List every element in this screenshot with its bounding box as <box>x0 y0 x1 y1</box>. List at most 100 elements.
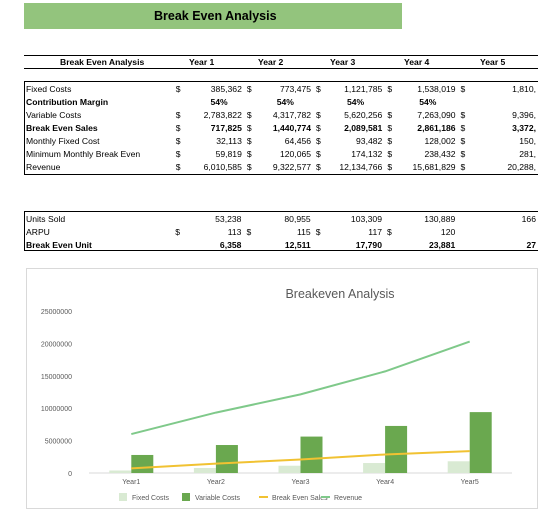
currency-symbol: $ <box>175 122 181 133</box>
table-row: Units Sold 53,238 80,955 103,309 130,889 166 <box>24 212 538 225</box>
row-label: Monthly Fixed Cost <box>26 135 100 146</box>
cell-value <box>471 95 538 108</box>
header-year-4: Year 4 <box>404 57 430 67</box>
cell-value: 773,475 <box>279 83 312 94</box>
cell-value: 130,889 <box>424 213 456 224</box>
cell-value: 281, <box>519 148 536 159</box>
y-tick-label: 0 <box>68 471 72 478</box>
legend-label: Variable Costs <box>195 495 241 502</box>
currency-symbol: $ <box>175 109 181 120</box>
cell-value: 2,783,822 <box>203 109 242 120</box>
cell-value: 1,121,785 <box>344 83 383 94</box>
currency-symbol: $ <box>175 161 181 172</box>
row-label: Variable Costs <box>26 109 82 120</box>
currency-symbol: $ <box>387 122 393 133</box>
cell-value: 54% <box>346 96 365 107</box>
cell-value: 115 <box>296 226 311 237</box>
header-year-3: Year 3 <box>330 57 356 67</box>
bar-variable-costs <box>469 412 492 473</box>
row-label: Contribution Margin <box>26 96 109 107</box>
cell-value: 1,538,019 <box>417 83 456 94</box>
breakeven-chart-svg: Breakeven Analysis 25000000 20000000 150000… <box>41 287 512 502</box>
bar-fixed-costs <box>278 465 301 473</box>
cell-value: 7,263,090 <box>417 109 456 120</box>
currency-symbol: $ <box>246 135 252 146</box>
currency-symbol: $ <box>460 109 466 120</box>
cell-value: 59,819 <box>215 148 242 159</box>
line-break-even-sales <box>131 450 470 470</box>
cell-value: 64,456 <box>284 135 312 146</box>
currency-symbol: $ <box>316 161 321 172</box>
break-even-table: Fixed Costs $385,362 $773,475 $1,121,785 $1,… <box>24 82 538 173</box>
units-table-box <box>24 211 538 251</box>
cell-value: 6,010,585 <box>203 161 242 172</box>
cell-value: 17,790 <box>355 239 382 250</box>
y-tick-label: 5000000 <box>45 439 72 446</box>
header-year-2: Year 2 <box>258 57 284 67</box>
currency-symbol: $ <box>316 122 321 133</box>
currency-symbol: $ <box>175 83 181 94</box>
row-label: Fixed Costs <box>26 83 72 94</box>
table-row: Variable Costs $2,783,822 $4,317,782 $5,620… <box>24 108 538 121</box>
currency-symbol <box>243 212 257 225</box>
breakeven-chart: Breakeven Analysis 25000000 20000000 150000… <box>26 268 538 509</box>
cell-value: 128,002 <box>424 135 456 146</box>
cell-value: 93,482 <box>356 135 383 146</box>
currency-symbol: $ <box>387 226 392 237</box>
cell-value: 27 <box>526 239 536 250</box>
cell-value <box>471 225 538 238</box>
currency-symbol: $ <box>175 148 181 159</box>
currency-symbol <box>244 95 258 108</box>
currency-symbol <box>457 238 471 251</box>
currency-symbol: $ <box>387 109 393 120</box>
currency-symbol: $ <box>246 83 252 94</box>
cell-value: 20,288, <box>507 161 536 172</box>
y-tick-label: 10000000 <box>41 406 72 413</box>
currency-symbol <box>313 95 327 108</box>
cell-value: 15,681,829 <box>412 161 456 172</box>
currency-symbol <box>457 225 471 238</box>
currency-symbol: $ <box>460 122 466 133</box>
chart-title: Breakeven Analysis <box>285 287 394 301</box>
cell-value: 3,372, <box>512 122 536 133</box>
line-revenue <box>131 340 471 436</box>
units-table: Units Sold 53,238 80,955 103,309 130,889 166 A… <box>24 212 538 251</box>
currency-symbol: $ <box>460 161 466 172</box>
cell-value: 54% <box>419 96 437 107</box>
currency-symbol: $ <box>387 135 393 146</box>
header-label: Break Even Analysis <box>60 57 145 67</box>
currency-symbol <box>313 212 327 225</box>
row-label: ARPU <box>26 226 50 237</box>
cell-value: 117 <box>368 226 382 237</box>
cell-value: 4,317,782 <box>272 109 312 120</box>
cell-value: 53,238 <box>215 213 242 224</box>
cell-value: 238,432 <box>424 148 456 159</box>
y-tick-label: 15000000 <box>41 374 72 381</box>
currency-symbol <box>384 95 398 108</box>
x-tick-label: Year3 <box>291 479 309 486</box>
currency-symbol: $ <box>387 83 393 94</box>
table-row: Revenue $6,010,585 $9,322,577 $12,134,766 $1… <box>24 160 538 173</box>
currency-symbol <box>173 95 194 108</box>
currency-symbol <box>243 238 257 251</box>
table-row: Fixed Costs $385,362 $773,475 $1,121,785 $1,… <box>24 82 538 95</box>
currency-symbol: $ <box>460 148 466 159</box>
currency-symbol <box>172 212 194 225</box>
currency-symbol: $ <box>460 83 466 94</box>
row-label: Revenue <box>26 161 61 172</box>
currency-symbol: $ <box>175 135 181 146</box>
legend-swatch <box>182 493 190 501</box>
currency-symbol <box>457 212 471 225</box>
currency-symbol <box>458 95 472 108</box>
cell-value: 12,511 <box>284 239 311 250</box>
cell-value: 113 <box>227 226 242 237</box>
legend-swatch <box>119 493 127 501</box>
cell-value: 9,322,577 <box>272 161 312 172</box>
row-label: Units Sold <box>26 213 66 224</box>
x-tick-label: Year4 <box>376 479 394 486</box>
bar-variable-costs <box>215 445 238 473</box>
cell-value: 54% <box>210 96 228 107</box>
table-row: Minimum Monthly Break Even $59,819 $120,06… <box>24 147 538 160</box>
row-label: Minimum Monthly Break Even <box>26 148 141 159</box>
cell-value: 5,620,256 <box>344 109 383 120</box>
